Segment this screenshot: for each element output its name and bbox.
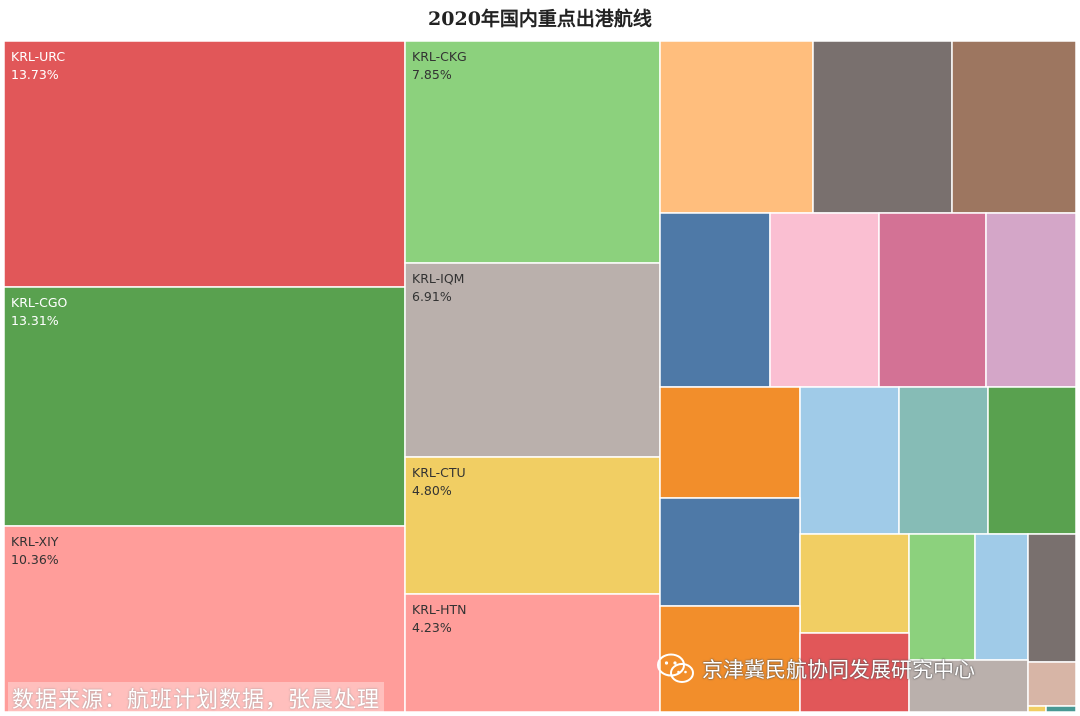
tile-unlabeled — [812, 40, 953, 214]
tile-krl-urc — [3, 40, 406, 288]
tile-unlabeled — [659, 605, 801, 713]
tile-unlabeled — [1027, 705, 1047, 713]
tile-unlabeled — [898, 386, 989, 535]
chart-title: 2020年国内重点出港航线 — [428, 8, 652, 30]
tile-unlabeled — [799, 386, 900, 535]
tile-label-krl-htn: KRL-HTN — [412, 602, 467, 617]
tile-unlabeled — [878, 212, 987, 388]
tile-unlabeled — [659, 212, 771, 388]
watermark: 京津冀民航协同发展研究中心 — [656, 652, 975, 686]
source-note: 数据来源：航班计划数据，张晨处理 — [8, 682, 385, 714]
tile-label-krl-urc: KRL-URC — [11, 49, 65, 64]
tile-unlabeled — [1027, 533, 1077, 663]
tile-unlabeled — [985, 212, 1077, 388]
tile-unlabeled — [1027, 661, 1077, 707]
tile-value-krl-ctu: 4.80% — [412, 483, 452, 498]
wechat-icon — [657, 653, 694, 683]
tile-value-krl-cgo: 13.31% — [11, 313, 59, 328]
tile-unlabeled — [799, 632, 910, 713]
tile-krl-ctu — [404, 456, 661, 595]
watermark-text: 京津冀民航协同发展研究中心 — [702, 658, 975, 682]
tile-label-krl-ctu: KRL-CTU — [412, 465, 466, 480]
tile-unlabeled — [659, 386, 801, 499]
tile-label-krl-ckg: KRL-CKG — [412, 49, 467, 64]
tile-unlabeled — [659, 497, 801, 607]
tile-unlabeled — [769, 212, 880, 388]
tile-unlabeled — [799, 533, 910, 634]
tile-value-krl-xiy: 10.36% — [11, 552, 59, 567]
tile-unlabeled — [1045, 705, 1077, 713]
tile-label-krl-cgo: KRL-CGO — [11, 295, 68, 310]
tile-unlabeled — [659, 40, 814, 214]
tile-label-krl-xiy: KRL-XIY — [11, 534, 59, 549]
tile-unlabeled — [974, 533, 1029, 661]
tile-label-krl-iqm: KRL-IQM — [412, 271, 464, 286]
tile-unlabeled — [987, 386, 1077, 535]
tile-unlabeled — [908, 533, 976, 661]
tile-value-krl-urc: 13.73% — [11, 67, 59, 82]
tile-value-krl-iqm: 6.91% — [412, 289, 452, 304]
tile-unlabeled — [951, 40, 1077, 214]
tile-value-krl-htn: 4.23% — [412, 620, 452, 635]
tile-unlabeled — [908, 659, 1029, 713]
tile-krl-cgo — [3, 286, 406, 527]
tile-krl-htn — [404, 593, 661, 713]
tile-value-krl-ckg: 7.85% — [412, 67, 452, 82]
